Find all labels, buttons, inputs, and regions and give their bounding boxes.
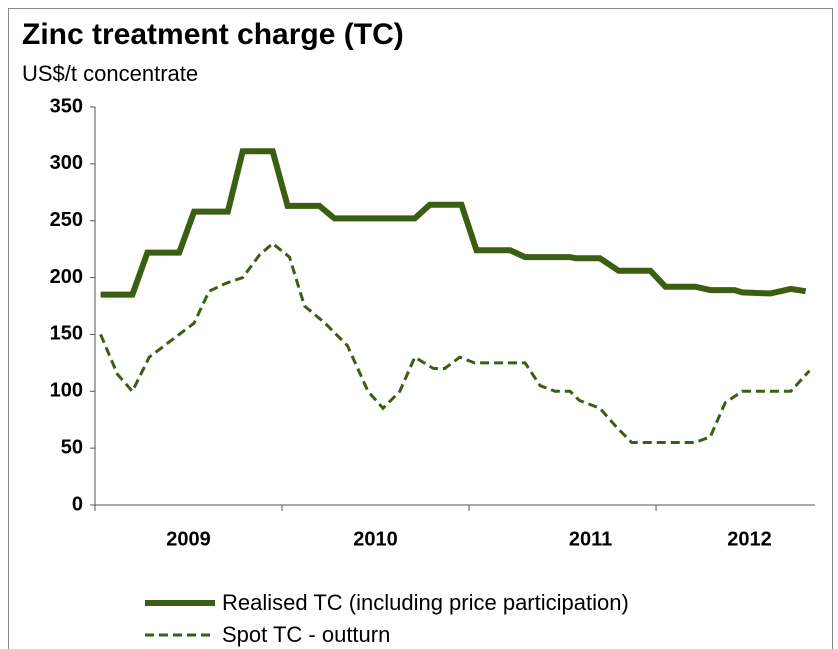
- x-tick-label: 2010: [353, 528, 398, 550]
- series-line: [100, 148, 807, 298]
- legend-label: Spot TC - outturn: [222, 622, 390, 647]
- legend-label: Realised TC (including price participati…: [222, 590, 629, 615]
- chart-subtitle: US$/t concentrate: [22, 61, 198, 86]
- y-tick-label: 300: [50, 152, 83, 174]
- y-tick-label: 50: [61, 436, 83, 458]
- series-line: [99, 241, 811, 444]
- y-tick-label: 250: [50, 209, 83, 231]
- x-tick-label: 2012: [727, 528, 772, 550]
- x-tick-label: 2009: [166, 528, 211, 550]
- y-tick-label: 150: [50, 323, 83, 345]
- chart-title: Zinc treatment charge (TC): [22, 18, 404, 51]
- y-tick-label: 100: [50, 380, 83, 402]
- y-tick-label: 200: [50, 266, 83, 288]
- x-tick-label: 2011: [569, 528, 612, 550]
- chart-border: [8, 8, 833, 649]
- y-tick-label: 0: [72, 493, 83, 515]
- y-tick-label: 350: [50, 95, 83, 117]
